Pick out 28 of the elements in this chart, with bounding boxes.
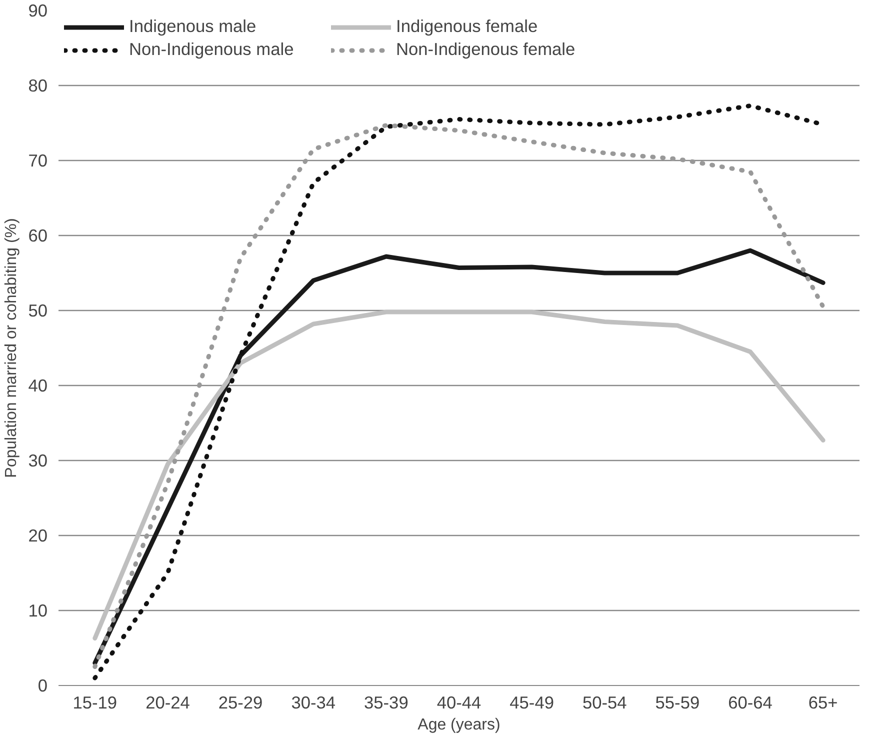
- x-tick-label: 45-49: [510, 692, 554, 712]
- x-tick-label: 55-59: [655, 692, 700, 712]
- x-tick-label: 15-19: [72, 692, 118, 712]
- y-tick-label: 30: [28, 450, 48, 470]
- x-tick-label: 25-29: [218, 692, 263, 712]
- x-tick-label: 60-64: [728, 692, 773, 712]
- x-axis-title: Age (years): [418, 716, 500, 734]
- y-tick-label: 60: [28, 226, 48, 246]
- y-tick-label: 70: [28, 150, 48, 170]
- legend-label: Indigenous female: [396, 16, 539, 37]
- y-tick-label: 50: [28, 300, 48, 320]
- y-tick-label: 20: [28, 526, 48, 546]
- x-tick-label: 65+: [808, 692, 838, 712]
- x-tick-label: 20-24: [146, 692, 190, 712]
- legend-label: Non-Indigenous female: [396, 39, 576, 60]
- y-tick-label: 40: [28, 376, 48, 396]
- y-tick-label: 10: [28, 600, 48, 620]
- y-tick-label: 0: [38, 676, 48, 696]
- legend-label: Indigenous male: [129, 16, 258, 37]
- x-tick-label: 40-44: [436, 692, 482, 712]
- legend-label: Non-Indigenous male: [129, 39, 295, 60]
- y-tick-label: 80: [28, 76, 48, 96]
- x-tick-label: 50-54: [582, 692, 628, 712]
- x-tick-label: 30-34: [291, 692, 336, 712]
- x-tick-label: 35-39: [364, 692, 408, 712]
- y-tick-label: 90: [28, 0, 48, 20]
- y-axis-title: Population married or cohabiting (%): [3, 218, 20, 478]
- line-series: [92, 310, 826, 640]
